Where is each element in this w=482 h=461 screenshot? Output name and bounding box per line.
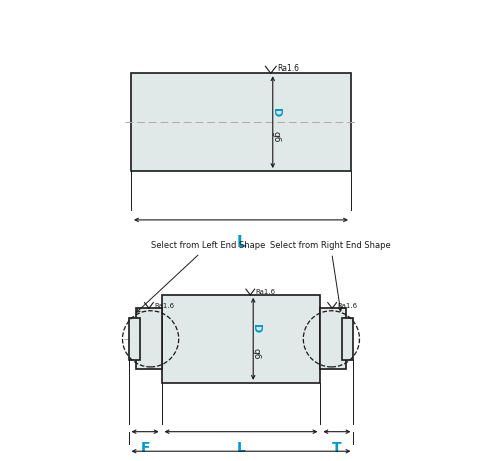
Text: L: L — [237, 442, 245, 455]
Bar — [129, 318, 140, 360]
Text: g6: g6 — [271, 131, 280, 142]
Text: Select from Left End Shape: Select from Left End Shape — [136, 242, 265, 312]
Bar — [136, 308, 161, 369]
Text: g6: g6 — [252, 348, 261, 359]
Bar — [161, 295, 321, 383]
Bar — [131, 73, 351, 171]
Text: D: D — [251, 325, 261, 334]
Text: F: F — [140, 442, 150, 455]
Bar — [321, 308, 346, 369]
Text: Select from Right End Shape: Select from Right End Shape — [270, 242, 391, 311]
Text: L: L — [236, 235, 246, 249]
Bar — [342, 318, 353, 360]
Text: D: D — [271, 108, 281, 117]
Text: Ra1.6: Ra1.6 — [154, 303, 174, 309]
Text: Ra1.6: Ra1.6 — [278, 65, 299, 73]
Text: Ra1.6: Ra1.6 — [337, 303, 358, 309]
Text: Ra1.6: Ra1.6 — [255, 289, 276, 295]
Text: T: T — [332, 442, 342, 455]
